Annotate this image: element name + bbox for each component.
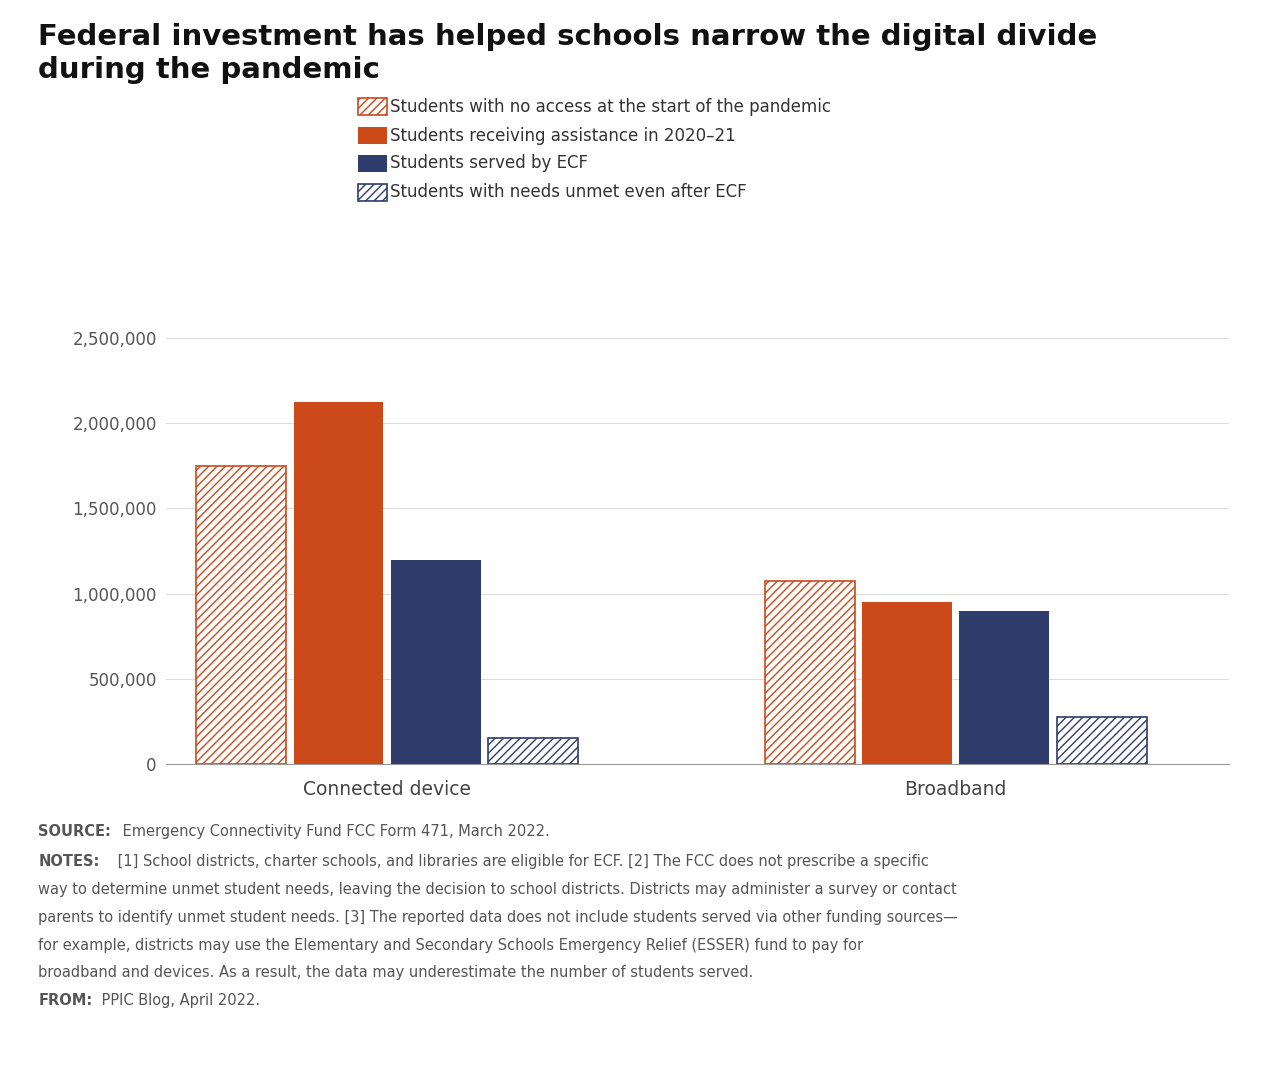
Text: Federal investment has helped schools narrow the digital divide: Federal investment has helped schools na… bbox=[38, 23, 1098, 51]
Bar bbox=[196, 466, 287, 764]
Text: Emergency Connectivity Fund FCC Form 471, March 2022.: Emergency Connectivity Fund FCC Form 471… bbox=[118, 824, 549, 839]
Text: PPIC Blog, April 2022.: PPIC Blog, April 2022. bbox=[97, 993, 260, 1008]
Bar bbox=[488, 738, 577, 764]
Bar bbox=[765, 581, 855, 764]
Bar bbox=[293, 403, 384, 764]
Text: Students served by ECF: Students served by ECF bbox=[390, 155, 589, 172]
Text: SOURCE:: SOURCE: bbox=[38, 824, 111, 839]
Text: NOTES:: NOTES: bbox=[38, 854, 100, 869]
Text: parents to identify unmet student needs. [3] The reported data does not include : parents to identify unmet student needs.… bbox=[38, 910, 959, 925]
Text: during the pandemic: during the pandemic bbox=[38, 56, 380, 83]
Text: Students receiving assistance in 2020–21: Students receiving assistance in 2020–21 bbox=[390, 127, 736, 144]
Text: Students with needs unmet even after ECF: Students with needs unmet even after ECF bbox=[390, 184, 748, 201]
Text: Students with no access at the start of the pandemic: Students with no access at the start of … bbox=[390, 98, 832, 115]
Bar bbox=[863, 602, 952, 764]
Text: broadband and devices. As a result, the data may underestimate the number of stu: broadband and devices. As a result, the … bbox=[38, 965, 754, 980]
Bar bbox=[960, 611, 1050, 764]
Text: for example, districts may use the Elementary and Secondary Schools Emergency Re: for example, districts may use the Eleme… bbox=[38, 938, 864, 953]
Bar bbox=[1057, 717, 1147, 764]
Text: FROM:: FROM: bbox=[38, 993, 92, 1008]
Bar bbox=[390, 560, 480, 764]
Text: [1] School districts, charter schools, and libraries are eligible for ECF. [2] T: [1] School districts, charter schools, a… bbox=[113, 854, 928, 869]
Text: way to determine unmet student needs, leaving the decision to school districts. : way to determine unmet student needs, le… bbox=[38, 882, 957, 897]
